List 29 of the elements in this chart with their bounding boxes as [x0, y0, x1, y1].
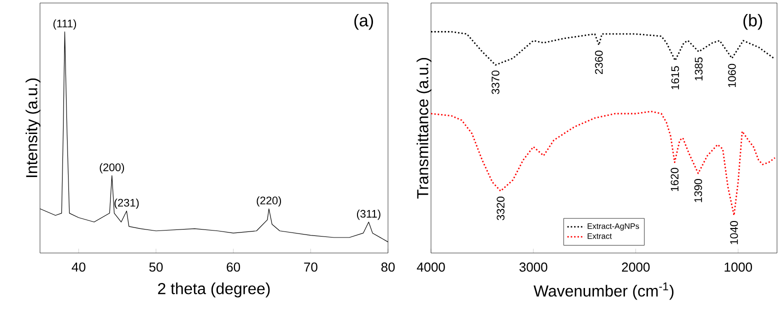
- x-axis-title: 2 theta (degree): [158, 282, 270, 298]
- x-tick-label: 80: [381, 262, 395, 272]
- annotation: (220): [256, 196, 282, 207]
- annotation: 1620: [670, 168, 679, 192]
- y-axis-title: Transmittance (a.u.): [416, 58, 432, 199]
- x-tick-label: 70: [304, 262, 318, 272]
- x-tick-label: 50: [149, 262, 163, 272]
- annotation: 1390: [694, 178, 702, 202]
- annotation: 2360: [595, 50, 603, 74]
- annotation: 3370: [492, 70, 500, 94]
- x-tick-label: 1000: [724, 262, 752, 272]
- x-axis-title: Wavenumber (cm$^{-1}$): [534, 282, 674, 300]
- x-tick-label: 40: [72, 262, 86, 272]
- x-tick-label: 4000: [416, 262, 445, 272]
- text: (a): [354, 14, 373, 30]
- x-tick-label: 60: [226, 262, 240, 272]
- text: (b): [743, 14, 762, 30]
- annotation: (311): [356, 210, 380, 220]
- annotation: 1385: [694, 57, 703, 80]
- annotation: 1040: [730, 221, 738, 244]
- annotation: (111): [53, 19, 76, 30]
- annotation: 1615: [671, 66, 680, 90]
- annotation: (200): [100, 163, 124, 174]
- y-axis-title: Intensity (a.u.): [26, 78, 40, 178]
- x-tick-label: 3000: [519, 262, 548, 272]
- x-tick-label: 2000: [622, 262, 650, 272]
- annotation: 1060: [728, 64, 736, 88]
- annotation: (231): [114, 198, 139, 209]
- annotation: 3320: [496, 196, 504, 220]
